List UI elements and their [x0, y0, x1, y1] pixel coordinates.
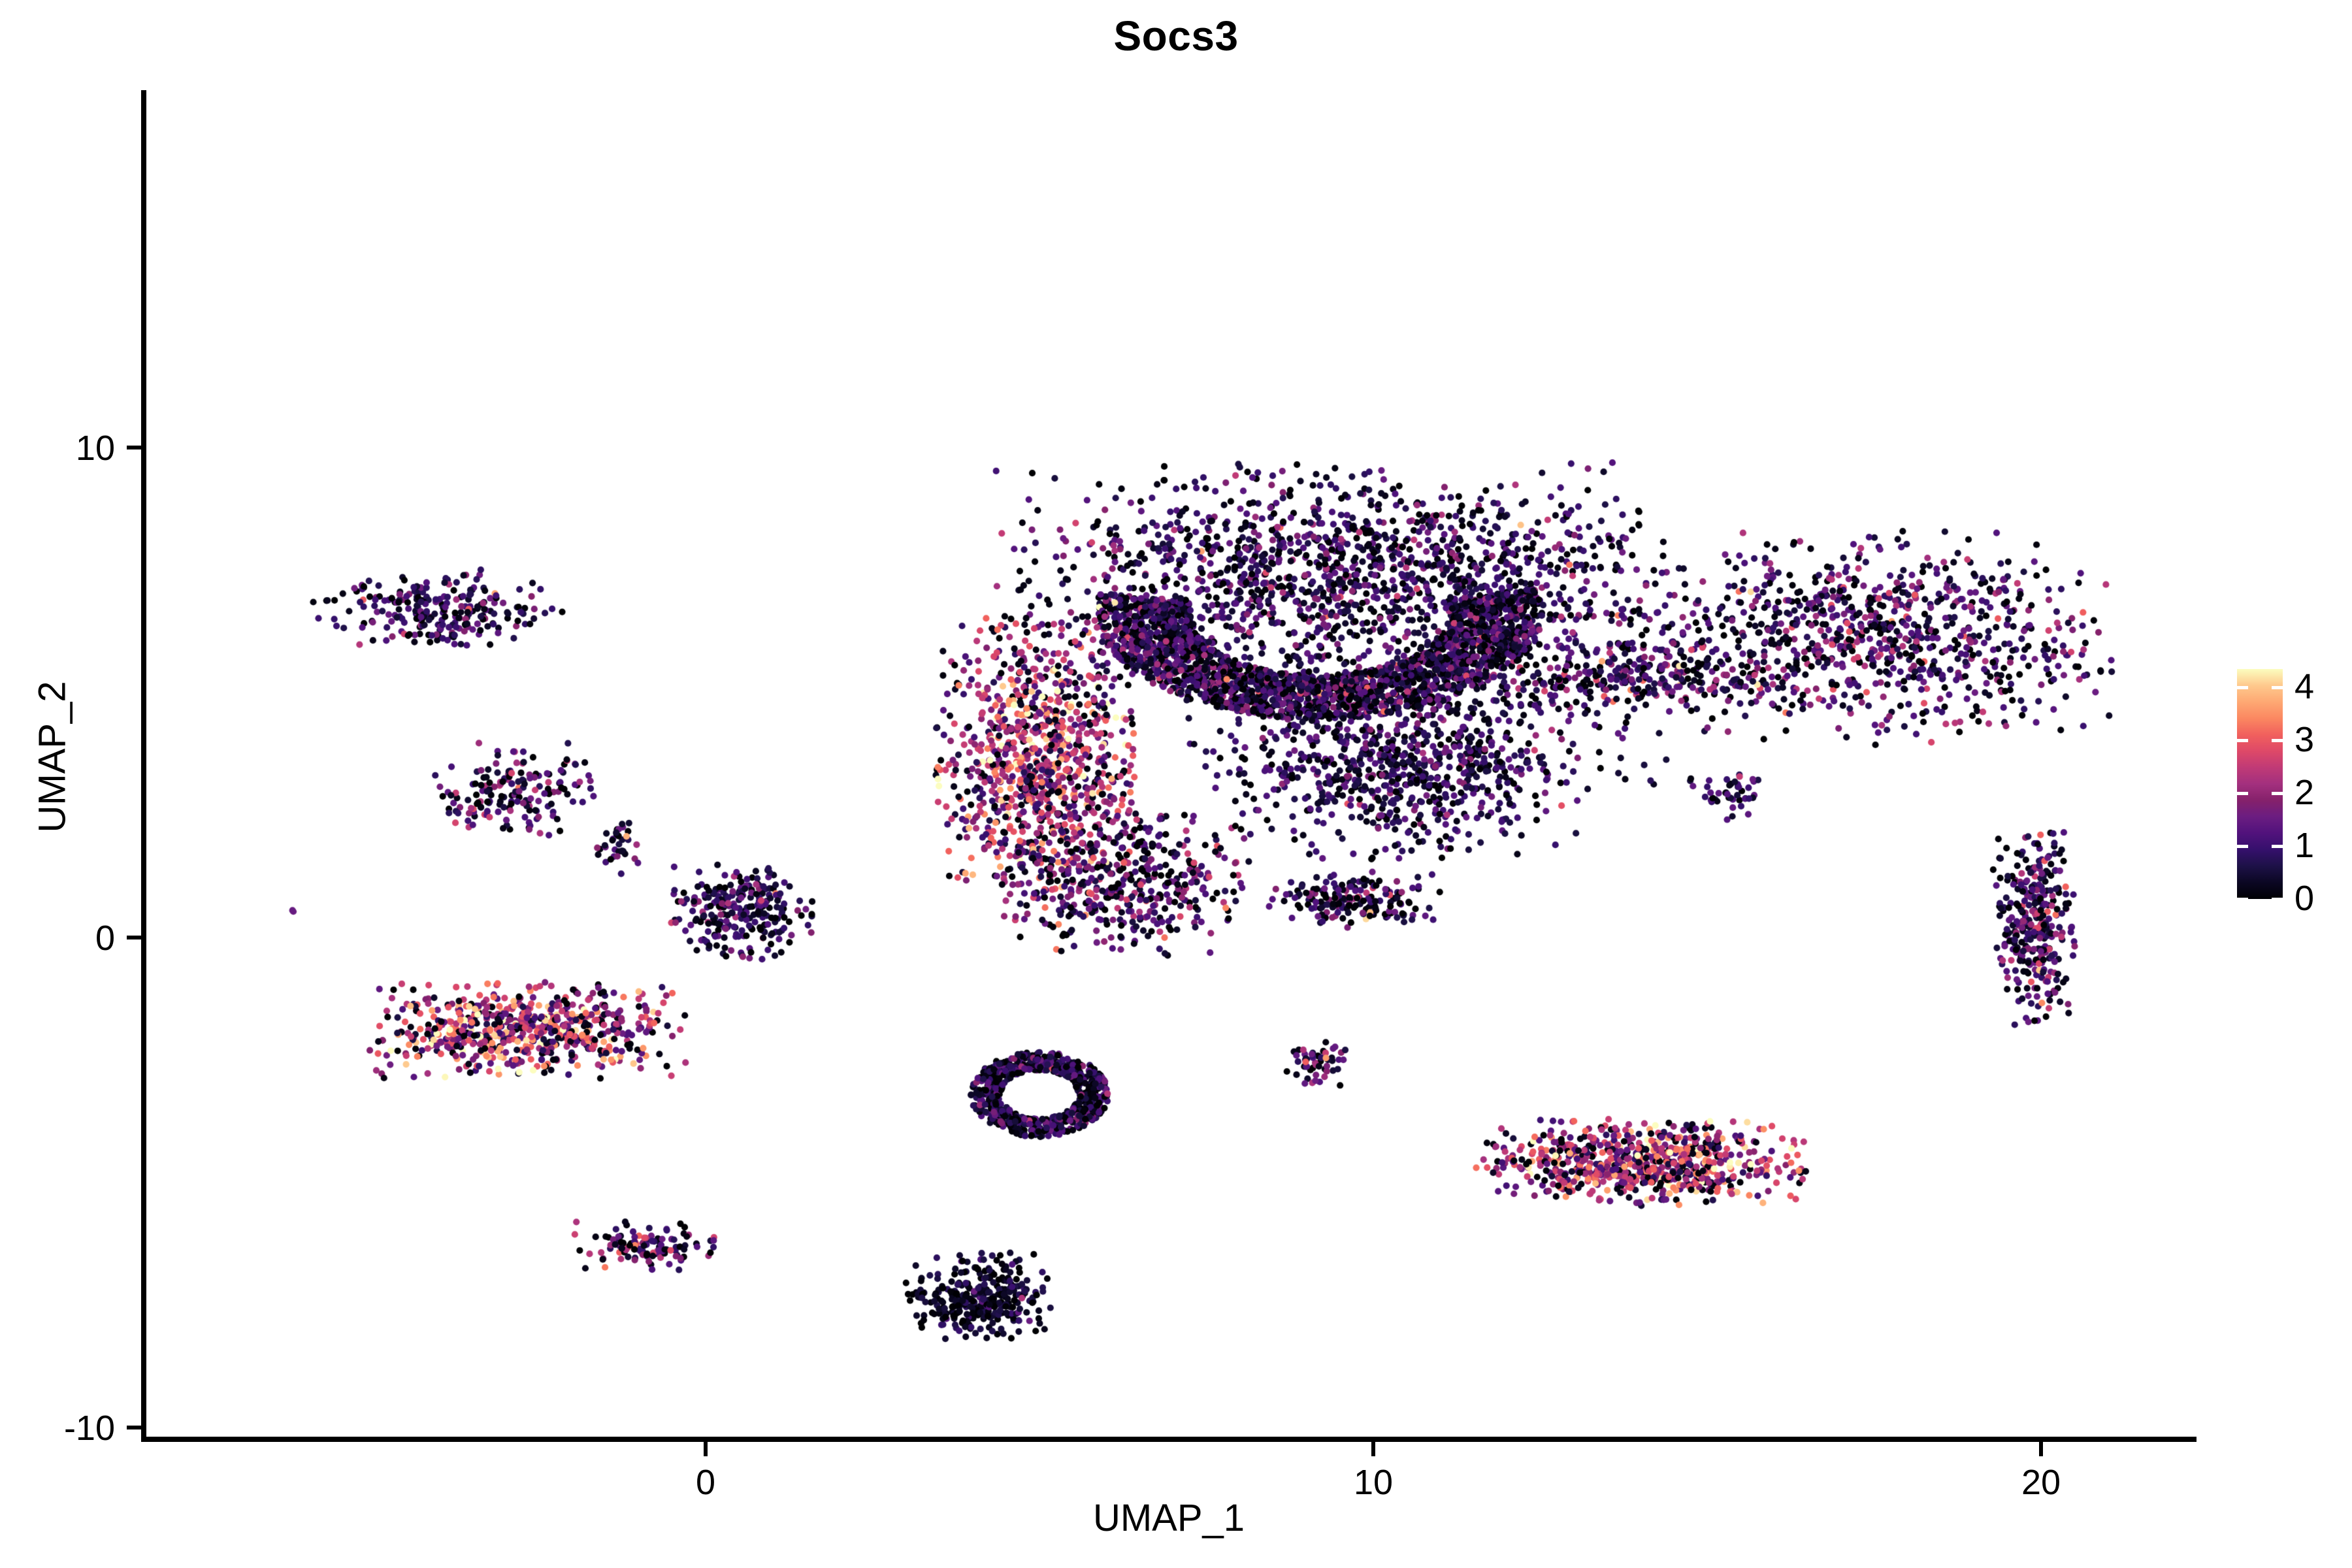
x-tick-20	[2039, 1442, 2043, 1456]
colorbar-gradient	[2237, 669, 2283, 899]
y-axis-line	[141, 90, 146, 1441]
x-tick-label-20: 20	[2021, 1463, 2061, 1502]
colorbar-tick-2	[2237, 791, 2248, 795]
colorbar-tick-0	[2237, 897, 2248, 901]
y-tick-label-10: 10	[75, 429, 115, 468]
colorbar-label-1: 1	[2295, 826, 2315, 866]
page-title: Socs3	[1113, 12, 1239, 59]
x-axis-line	[141, 1437, 2197, 1442]
colorbar-label-4: 4	[2295, 667, 2315, 707]
colorbar-tick-3	[2237, 738, 2248, 742]
y-axis-title: UMAP_2	[31, 681, 74, 833]
y-tick-label--10: -10	[63, 1409, 115, 1448]
y-tick-label-0: 0	[95, 919, 115, 958]
colorbar-tick-0	[2272, 897, 2283, 901]
colorbar-tick-3	[2272, 738, 2283, 742]
y-tick--10	[127, 1426, 141, 1429]
colorbar-label-0: 0	[2295, 879, 2315, 918]
x-tick-label-10: 10	[1353, 1463, 1394, 1502]
x-tick-label-0: 0	[695, 1463, 716, 1502]
x-tick-10	[1371, 1442, 1375, 1456]
colorbar-tick-4	[2272, 685, 2283, 689]
colorbar-tick-1	[2237, 844, 2248, 848]
y-tick-10	[127, 446, 141, 449]
colorbar-tick-1	[2272, 844, 2283, 848]
scatter-points-layer	[145, 90, 2197, 1440]
scatter-plot-panel	[145, 90, 2197, 1440]
colorbar-legend: 0 1 2 3 4	[2237, 667, 2348, 916]
x-axis-title: UMAP_1	[1092, 1497, 1245, 1539]
x-tick-0	[704, 1442, 708, 1456]
y-tick-0	[127, 936, 141, 939]
colorbar-label-3: 3	[2295, 720, 2315, 760]
colorbar-tick-2	[2272, 791, 2283, 795]
colorbar-tick-4	[2237, 685, 2248, 689]
colorbar-label-2: 2	[2295, 773, 2315, 813]
